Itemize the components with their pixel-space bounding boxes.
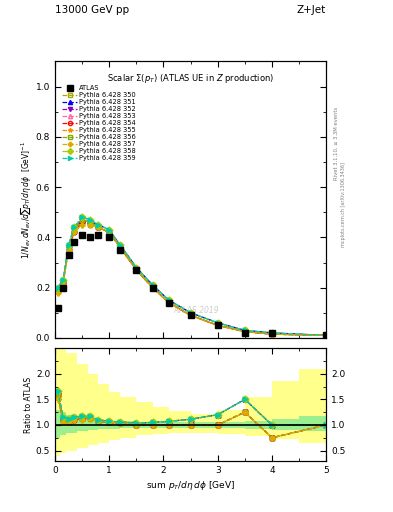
Legend: ATLAS, Pythia 6.428 350, Pythia 6.428 351, Pythia 6.428 352, Pythia 6.428 353, P: ATLAS, Pythia 6.428 350, Pythia 6.428 35… — [61, 84, 137, 163]
Text: mcplots.cern.ch [arXiv:1306.3436]: mcplots.cern.ch [arXiv:1306.3436] — [342, 162, 346, 247]
Text: 13000 GeV pp: 13000 GeV pp — [55, 5, 129, 15]
Text: Z+Jet: Z+Jet — [297, 5, 326, 15]
Text: Scalar $\Sigma(p_T)$ (ATLAS UE in $Z$ production): Scalar $\Sigma(p_T)$ (ATLAS UE in $Z$ pr… — [107, 73, 274, 86]
Text: Rivet 3.1.10, ≥ 3.3M events: Rivet 3.1.10, ≥ 3.3M events — [334, 106, 338, 180]
Y-axis label: Ratio to ATLAS: Ratio to ATLAS — [24, 376, 33, 433]
X-axis label: sum $p_T/d\eta\,d\phi$ [GeV]: sum $p_T/d\eta\,d\phi$ [GeV] — [146, 479, 235, 492]
Y-axis label: $1/N_{ev}\,dN_{ev}/d\!\sum\! p_T/d\eta\,d\phi$  [GeV]$^{-1}$: $1/N_{ev}\,dN_{ev}/d\!\sum\! p_T/d\eta\,… — [19, 141, 33, 259]
Text: ATLAS 2019: ATLAS 2019 — [173, 306, 219, 315]
